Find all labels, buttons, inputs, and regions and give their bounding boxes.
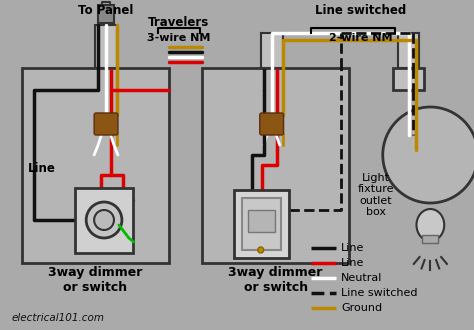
Bar — [75, 188, 133, 253]
Bar — [422, 235, 438, 243]
Text: Neutral: Neutral — [341, 273, 383, 283]
Bar — [234, 190, 289, 258]
Text: Line: Line — [341, 258, 365, 268]
Bar — [202, 68, 349, 263]
Text: Line switched: Line switched — [315, 4, 407, 17]
Bar — [242, 198, 281, 250]
Circle shape — [94, 210, 114, 230]
Text: To Panel: To Panel — [78, 4, 134, 17]
Text: electrical101.com: electrical101.com — [12, 313, 105, 323]
Circle shape — [383, 107, 474, 203]
Text: 3way dimmer
or switch: 3way dimmer or switch — [48, 266, 142, 294]
Text: Line: Line — [341, 243, 365, 253]
Bar — [398, 33, 419, 68]
Text: Line switched: Line switched — [341, 288, 418, 298]
Text: Travelers: Travelers — [148, 16, 210, 28]
Circle shape — [86, 202, 122, 238]
Bar — [261, 33, 283, 68]
Bar — [98, 5, 114, 23]
Text: 3-wire NM: 3-wire NM — [147, 33, 210, 43]
Circle shape — [258, 247, 264, 253]
Bar — [95, 25, 117, 68]
Text: Light
fixture
outlet
box: Light fixture outlet box — [357, 173, 394, 217]
FancyBboxPatch shape — [260, 113, 283, 135]
Text: Line: Line — [27, 161, 55, 175]
Bar — [22, 68, 169, 263]
Ellipse shape — [417, 209, 444, 241]
Bar — [248, 210, 274, 232]
Bar — [392, 68, 424, 90]
Text: 2-wire NM: 2-wire NM — [329, 33, 392, 43]
Text: 3way dimmer
or switch: 3way dimmer or switch — [228, 266, 323, 294]
FancyBboxPatch shape — [94, 113, 118, 135]
Text: Ground: Ground — [341, 303, 382, 313]
